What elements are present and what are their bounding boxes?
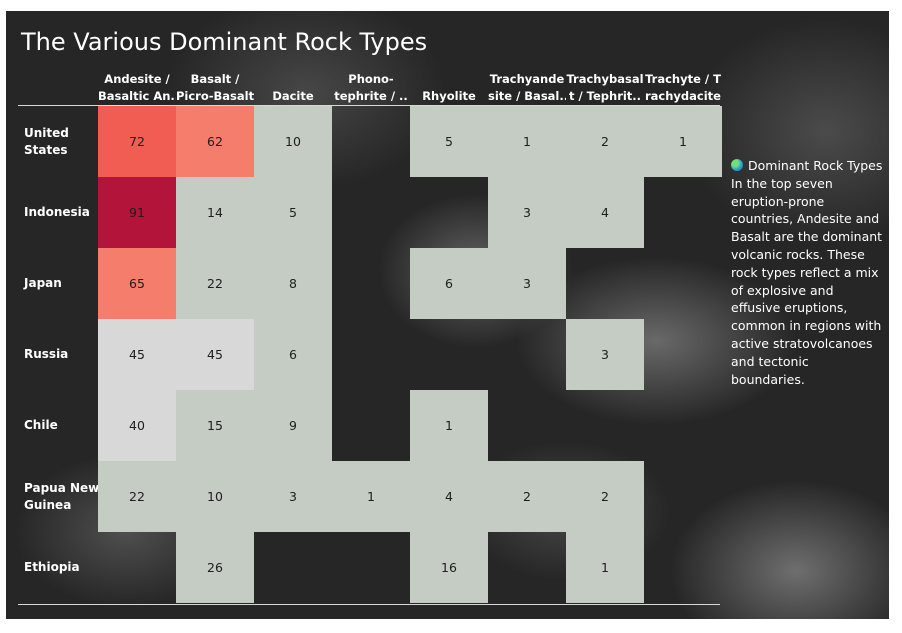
heatmap-cell: 16	[410, 532, 488, 603]
column-header: Trachyande site / Basal..	[488, 71, 566, 105]
heatmap-cell: 2	[488, 461, 566, 532]
column-header-line: Phono-	[348, 72, 394, 86]
heatmap-cell: 65	[98, 248, 176, 319]
heatmap-cell: 15	[176, 390, 254, 461]
heatmap-cell: 4	[566, 177, 644, 248]
heatmap-cell: 6	[254, 319, 332, 390]
annotation-panel: Dominant Rock Types In the top seven eru…	[731, 157, 883, 388]
column-header-line: Dacite	[272, 89, 314, 103]
row-label-line: Russia	[24, 347, 69, 361]
row-label: United States	[24, 106, 102, 177]
heatmap-cell: 5	[254, 177, 332, 248]
column-header-line: Trachybasal	[566, 72, 644, 86]
row-label: Japan	[24, 248, 102, 319]
row-label-line: Ethiopia	[24, 560, 80, 574]
column-header-line: rachydacite	[645, 89, 721, 103]
row-label: Russia	[24, 319, 102, 390]
row-label: Chile	[24, 390, 102, 461]
heatmap-cell: 5	[410, 106, 488, 177]
column-header-line: Basaltic An..	[98, 89, 176, 103]
row-label-line: United	[24, 125, 69, 140]
column-header-line: t / Tephrit..	[568, 89, 642, 103]
heatmap-cell: 10	[254, 106, 332, 177]
heatmap-cell: 9	[254, 390, 332, 461]
row-label-line: Papua New	[24, 480, 100, 495]
column-header: Trachyte / T rachydacite	[644, 71, 722, 105]
column-header-line: Trachyande	[489, 72, 565, 86]
column-header-line: Picro-Basalt	[176, 89, 254, 103]
annotation-body: In the top seven eruption-prone countrie…	[731, 175, 883, 387]
chart-title: The Various Dominant Rock Types	[21, 28, 428, 56]
row-label-line: Chile	[24, 418, 58, 432]
row-label-line: Indonesia	[24, 205, 90, 219]
row-label: Indonesia	[24, 177, 102, 248]
column-header-line: site / Basal..	[488, 89, 566, 103]
heatmap-cell: 10	[176, 461, 254, 532]
heatmap-cell: 1	[488, 106, 566, 177]
globe-icon	[731, 159, 743, 171]
heatmap-cell: 3	[488, 248, 566, 319]
heatmap-cell: 14	[176, 177, 254, 248]
heatmap-cell: 6	[410, 248, 488, 319]
heatmap-cell: 3	[566, 319, 644, 390]
heatmap-cell: 3	[488, 177, 566, 248]
heatmap-cell: 1	[332, 461, 410, 532]
column-header: Andesite / Basaltic An..	[98, 71, 176, 105]
row-label-line: Guinea	[24, 497, 72, 512]
heatmap-cell: 1	[410, 390, 488, 461]
heatmap-cell: 22	[98, 461, 176, 532]
heatmap-cell: 8	[254, 248, 332, 319]
column-header-line: Rhyolite	[422, 89, 476, 103]
heatmap-cell: 40	[98, 390, 176, 461]
heatmap-cell: 91	[98, 177, 176, 248]
column-header: Dacite	[254, 71, 332, 105]
column-header: Trachybasal t / Tephrit..	[566, 71, 644, 105]
column-header-line: Basalt /	[190, 72, 240, 86]
column-header-line: Trachyte / T	[645, 72, 721, 86]
row-label-line: States	[24, 142, 68, 157]
heatmap-cell: 2	[566, 106, 644, 177]
heatmap-cell: 22	[176, 248, 254, 319]
heatmap-cell: 3	[254, 461, 332, 532]
row-label: Papua New Guinea	[24, 461, 102, 532]
column-header: Phono-tephrite / ..	[332, 71, 410, 105]
bottom-divider	[18, 604, 720, 605]
heatmap-cell: 1	[644, 106, 722, 177]
row-label-line: Japan	[24, 276, 62, 290]
heatmap-cell: 26	[176, 532, 254, 603]
annotation-heading-text: Dominant Rock Types	[748, 158, 883, 173]
row-label: Ethiopia	[24, 532, 102, 603]
heatmap-cell: 62	[176, 106, 254, 177]
dashboard-panel: The Various Dominant Rock Types Andesite…	[6, 11, 889, 619]
heatmap-cell: 4	[410, 461, 488, 532]
heatmap-cell: 1	[566, 532, 644, 603]
column-header: Basalt / Picro-Basalt	[176, 71, 254, 105]
annotation-heading: Dominant Rock Types	[731, 157, 883, 175]
column-header-line: Andesite /	[104, 72, 170, 86]
heatmap-cell: 72	[98, 106, 176, 177]
column-header: Rhyolite	[410, 71, 488, 105]
header-divider	[18, 105, 720, 106]
column-header-line: tephrite / ..	[334, 89, 408, 103]
heatmap-cell: 2	[566, 461, 644, 532]
heatmap-cell: 45	[176, 319, 254, 390]
heatmap-cell: 45	[98, 319, 176, 390]
